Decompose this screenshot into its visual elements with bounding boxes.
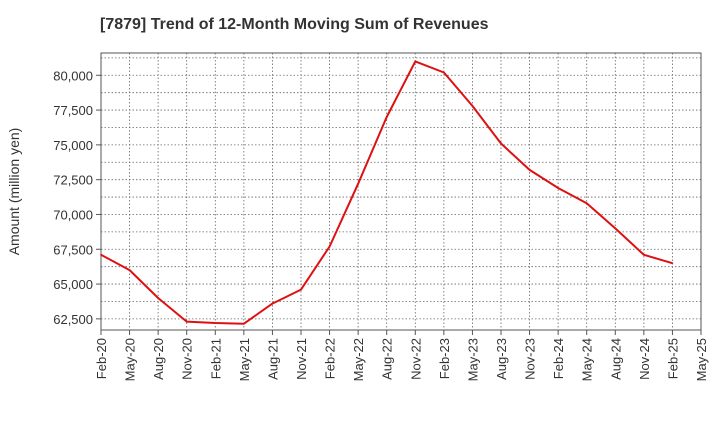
data-point	[585, 202, 588, 205]
data-point	[528, 169, 531, 171]
series-layer	[100, 60, 674, 325]
data-point	[128, 269, 131, 271]
data-point	[614, 227, 617, 230]
x-tick-label: Feb-21	[208, 338, 223, 379]
x-tick-label: Nov-24	[637, 338, 652, 380]
x-tick-label: Feb-23	[437, 338, 452, 379]
x-tick-label: Nov-21	[294, 338, 309, 380]
x-tick-label: May-25	[694, 338, 709, 381]
y-axis-label: Amount (million yen)	[6, 128, 22, 256]
data-point	[271, 302, 274, 305]
y-tick-label: 75,000	[53, 138, 93, 153]
axes	[96, 52, 702, 335]
grid-lines	[100, 53, 702, 330]
data-point	[671, 262, 674, 264]
chart-title: [7879] Trend of 12-Month Moving Sum of R…	[100, 16, 489, 33]
data-point	[357, 183, 359, 185]
x-tick-label: Feb-25	[665, 338, 680, 379]
y-tick-label: 62,500	[53, 312, 93, 327]
y-tick-label: 70,000	[53, 207, 93, 222]
x-tick-label: Aug-24	[608, 338, 623, 380]
y-tick-label: 77,500	[53, 103, 93, 118]
data-point	[328, 245, 331, 248]
x-tick-label: Nov-23	[523, 338, 538, 380]
y-tick-label: 65,000	[53, 277, 93, 292]
x-tick-label: May-22	[351, 338, 366, 381]
data-point	[243, 322, 245, 325]
data-point	[100, 254, 102, 256]
y-tick-label: 80,000	[53, 68, 93, 83]
data-point	[443, 71, 445, 74]
data-point	[414, 60, 417, 63]
x-tick-label: Nov-20	[180, 338, 195, 380]
x-tick-label: Aug-20	[151, 338, 166, 380]
tick-labels: 62,500 65,000 67,500 70,000 72,500 75,000 77,5…	[6, 68, 709, 381]
x-tick-label: Nov-22	[408, 338, 423, 380]
x-tick-label: Feb-20	[94, 338, 109, 379]
data-point	[471, 105, 474, 107]
data-point	[643, 254, 645, 256]
x-tick-label: May-23	[465, 338, 480, 381]
plot-frame	[100, 52, 702, 331]
x-tick-label: May-20	[123, 338, 138, 381]
data-point	[157, 297, 159, 299]
data-point	[557, 187, 559, 189]
data-point	[300, 288, 302, 291]
x-tick-label: Aug-23	[494, 338, 509, 380]
data-point	[500, 142, 502, 145]
data-point	[185, 320, 188, 323]
x-tick-label: May-24	[580, 338, 595, 381]
x-tick-label: Aug-21	[265, 338, 280, 380]
x-tick-label: Feb-24	[551, 338, 566, 379]
data-point	[385, 116, 388, 118]
x-tick-label: May-21	[237, 338, 252, 381]
data-point	[214, 322, 217, 324]
x-tick-label: Aug-22	[380, 338, 395, 380]
x-tick-label: Feb-22	[323, 338, 338, 379]
y-tick-label: 67,500	[53, 242, 93, 257]
y-tick-label: 72,500	[53, 173, 93, 188]
